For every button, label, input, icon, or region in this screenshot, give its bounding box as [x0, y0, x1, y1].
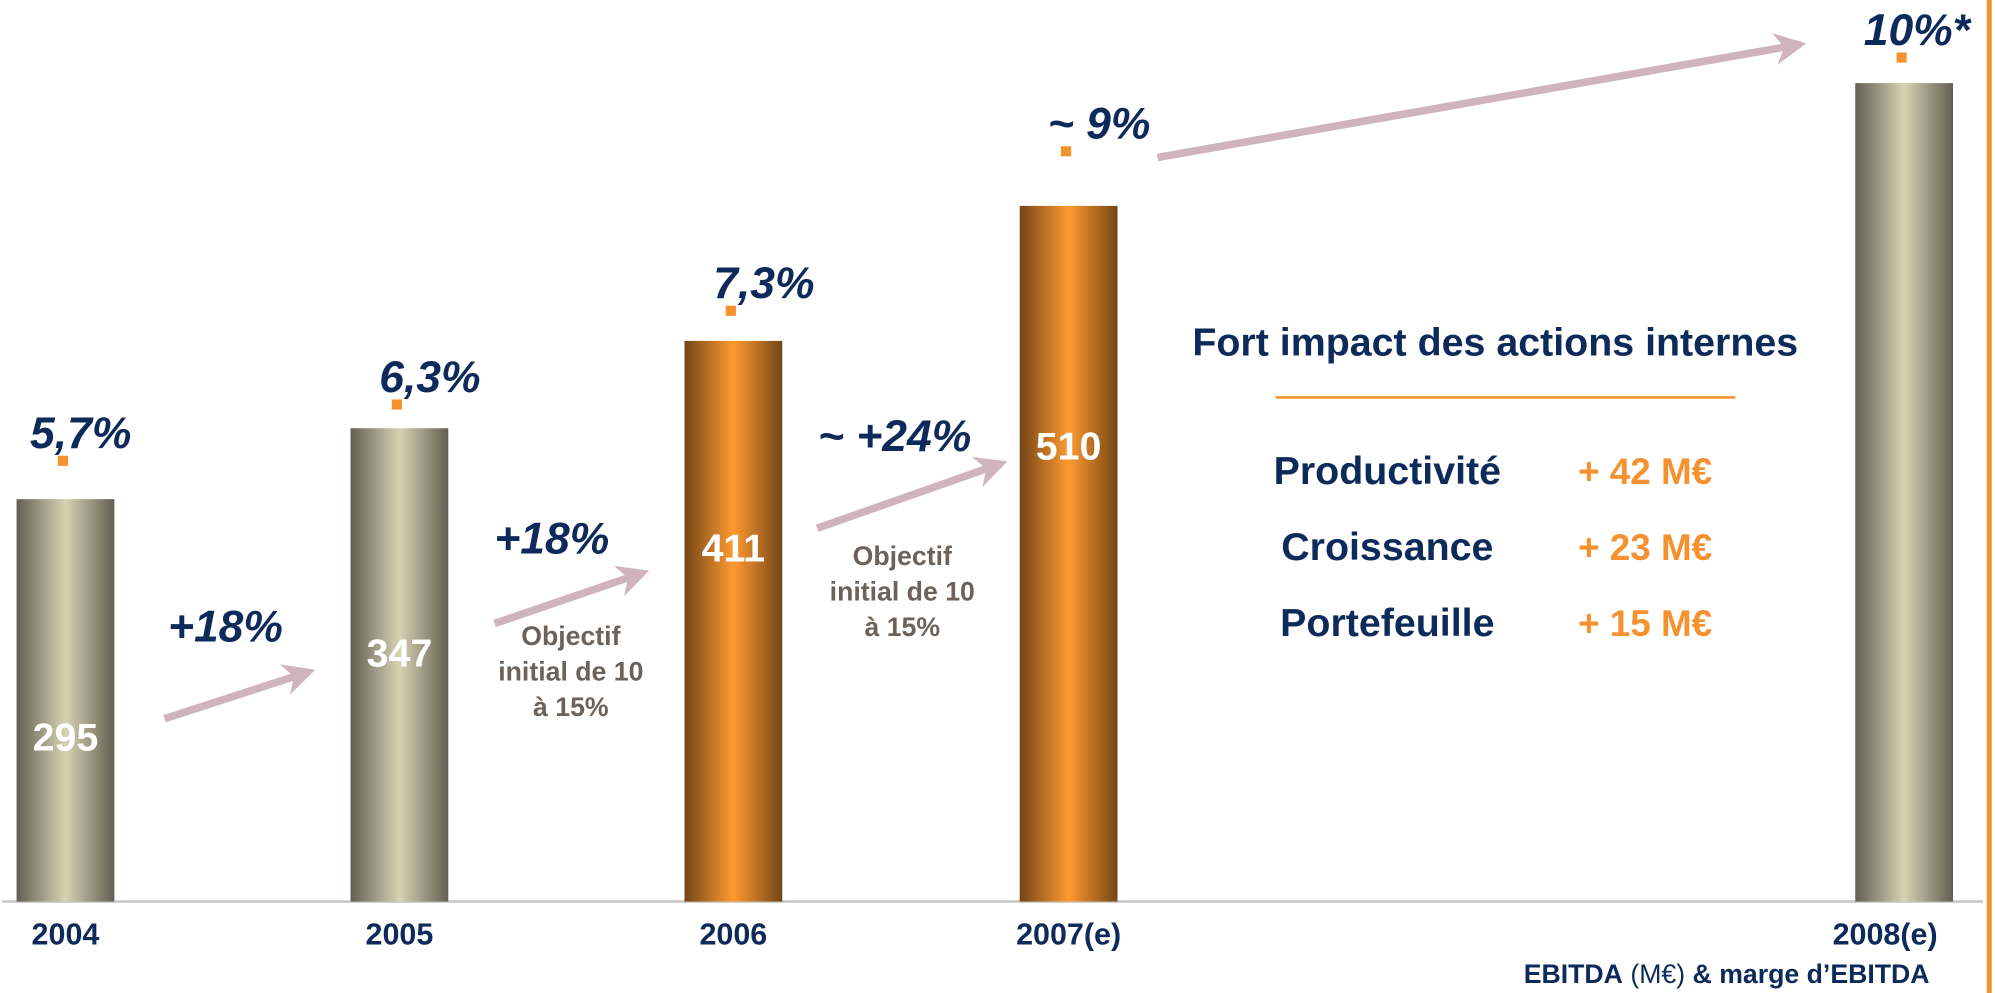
footer-part: (M€)	[1630, 959, 1685, 989]
margin-label: 6,3%	[379, 353, 480, 402]
value-label: 411	[702, 526, 766, 570]
panel-label: Productivité	[1274, 449, 1501, 493]
x-tick-label: 2005	[366, 918, 434, 952]
x-tick-label: 2007(e)	[1016, 918, 1121, 952]
growth-label: +18%	[494, 515, 609, 564]
objective-note: à 15%	[864, 612, 940, 642]
growth-arrow	[1156, 33, 1807, 162]
panel-value: + 15 M€	[1578, 603, 1712, 644]
footer: EBITDA (M€) & marge d’EBITDA	[1524, 959, 1930, 989]
panel-label: Portefeuille	[1280, 601, 1494, 645]
value-label: 347	[367, 632, 433, 676]
growth-arrow	[493, 565, 650, 628]
margin-marker	[1896, 52, 1907, 63]
growth-label: +18%	[168, 602, 283, 651]
margin-marker	[57, 455, 68, 466]
growth-arrow	[815, 456, 1008, 532]
margin-label: 5,7%	[30, 409, 131, 458]
bar	[684, 340, 783, 902]
margin-marker	[1060, 146, 1072, 157]
panel-value: + 23 M€	[1578, 527, 1712, 568]
objective-note: à 15%	[533, 692, 609, 722]
footer-part: & marge d’EBITDA	[1693, 959, 1930, 989]
objective-note: initial de 10	[498, 657, 643, 687]
panel-label: Croissance	[1281, 525, 1493, 569]
margin-label: 7,3%	[713, 259, 814, 308]
x-tick-label: 2004	[32, 918, 100, 952]
bar	[1855, 83, 1954, 902]
objective-note: Objectif	[521, 621, 620, 651]
objective-note: initial de 10	[830, 577, 975, 607]
panel-title: Fort impact des actions internes	[1192, 321, 1798, 365]
bar	[1019, 205, 1118, 902]
objective-note: Objectif	[853, 541, 952, 571]
bar	[350, 428, 449, 902]
x-tick-label: 2006	[699, 918, 767, 952]
margin-label: 10%*	[1864, 6, 1973, 55]
bar	[16, 499, 115, 902]
growth-label: ~ +24%	[818, 412, 971, 461]
value-label: 295	[33, 715, 99, 759]
margin-marker	[391, 399, 402, 410]
value-label: 510	[1036, 425, 1102, 469]
panel-value: + 42 M€	[1578, 451, 1712, 492]
footer-part: EBITDA	[1524, 959, 1623, 989]
margin-marker	[725, 305, 736, 316]
x-tick-label: 2008(e)	[1833, 918, 1938, 952]
margin-label: ~ 9%	[1048, 100, 1151, 149]
growth-arrow	[163, 664, 316, 723]
